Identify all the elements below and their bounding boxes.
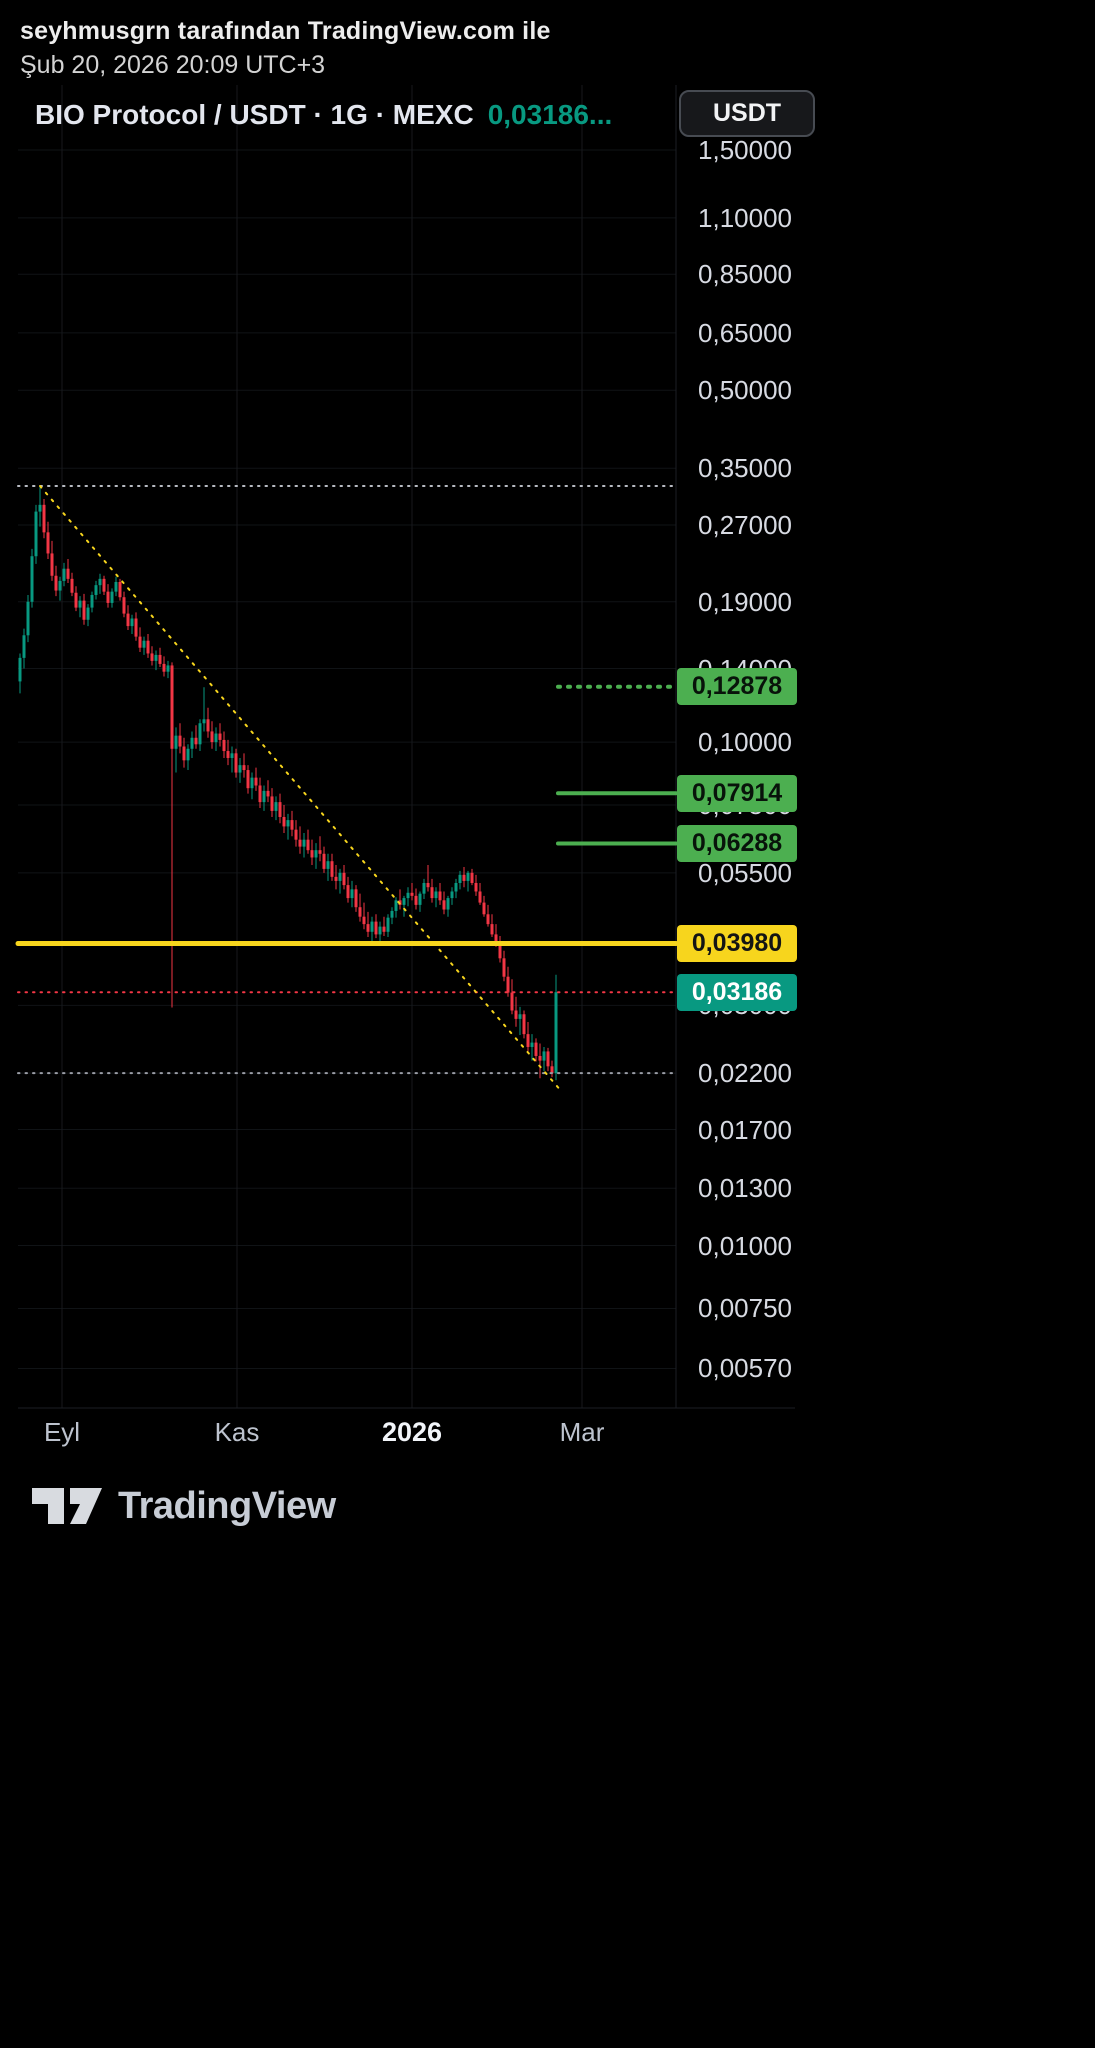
price-level-badge[interactable]: 0,06288	[677, 825, 797, 863]
price-axis[interactable]: 1,50000 1,10000 0,85000 0,65000 0,50000 0,350…	[676, 0, 795, 1460]
tradingview-logo-icon	[32, 1488, 102, 1524]
price-tick-label: 0,02200	[698, 1058, 792, 1089]
price-tick-label: 0,01000	[698, 1230, 792, 1261]
price-tick-label: 0,05500	[698, 857, 792, 888]
price-tick-label: 0,27000	[698, 509, 792, 540]
chart-legend: BIO Protocol / USDT · 1G · MEXC 0,03186..…	[35, 99, 612, 131]
price-tick-label: 0,65000	[698, 317, 792, 348]
last-price-badge: 0,03186	[677, 973, 797, 1011]
price-tick-label: 0,35000	[698, 453, 792, 484]
legend-last-price: 0,03186...	[487, 99, 613, 130]
price-level-badge[interactable]: 0,07914	[677, 774, 797, 812]
time-tick-label: Eyl	[43, 1417, 81, 1447]
price-tick-label: 0,01700	[698, 1114, 792, 1145]
time-tick-label: 2026	[381, 1417, 443, 1447]
price-tick-label: 0,50000	[698, 375, 792, 406]
descending-trendline[interactable]	[39, 485, 561, 1091]
price-tick-label: 0,00570	[698, 1353, 792, 1384]
price-level-badge[interactable]: 0,12878	[677, 668, 797, 706]
header-datetime: Şub 20, 2026 20:09 UTC+3	[20, 51, 326, 79]
price-tick-label: 0,10000	[698, 727, 792, 758]
time-axis[interactable]: Eyl Kas 2026 Mar	[0, 1414, 1095, 1458]
price-tick-label: 0,19000	[698, 586, 792, 617]
candle-series	[18, 486, 558, 1081]
header-attribution: seyhmusgrn tarafından TradingView.com il…	[20, 17, 551, 45]
price-tick-label: 0,00750	[698, 1293, 792, 1324]
currency-toggle-button[interactable]: USDT	[679, 90, 815, 137]
horizontal-price-lines[interactable]	[15, 485, 679, 1075]
time-tick-label: Kas	[214, 1417, 260, 1447]
tradingview-wordmark: TradingView	[118, 1484, 336, 1527]
price-tick-label: 0,85000	[698, 259, 792, 290]
price-tick-label: 0,01300	[698, 1173, 792, 1204]
symbol-title: BIO Protocol / USDT · 1G · MEXC	[35, 99, 474, 130]
price-tick-label: 1,50000	[698, 135, 792, 165]
time-tick-label: Mar	[559, 1417, 605, 1447]
footer-brand: TradingView	[28, 1482, 336, 1530]
price-level-badge[interactable]: 0,03980	[677, 925, 797, 963]
price-tick-label: 1,10000	[698, 202, 792, 233]
